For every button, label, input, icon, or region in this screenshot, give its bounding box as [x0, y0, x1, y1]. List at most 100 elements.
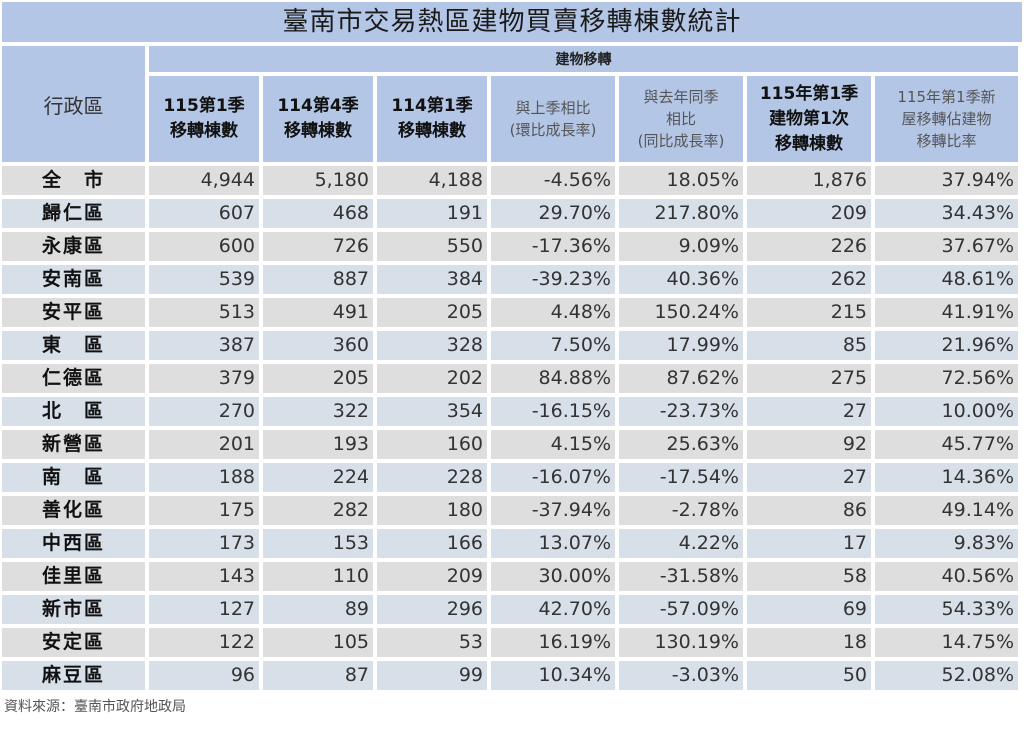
qoq-cell: 29.70% [491, 199, 615, 228]
new-ratio-cell: 34.43% [875, 199, 1018, 228]
district-cell: 永康區 [2, 232, 145, 261]
q1-115-cell: 513 [149, 298, 259, 327]
yoy-cell: -57.09% [619, 595, 743, 624]
q1-114-cell: 354 [377, 397, 487, 426]
qoq-cell: -39.23% [491, 265, 615, 294]
new-ratio-cell: 72.56% [875, 364, 1018, 393]
q1-115-cell: 600 [149, 232, 259, 261]
q1-114-cell: 180 [377, 496, 487, 525]
q4-114-cell: 87 [263, 661, 373, 690]
q1-114-cell: 166 [377, 529, 487, 558]
q1-115-cell: 4,944 [149, 166, 259, 195]
q4-114-cell: 110 [263, 562, 373, 591]
q1-115-cell: 96 [149, 661, 259, 690]
new-ratio-cell: 14.75% [875, 628, 1018, 657]
header-line: 移轉棟數 [169, 121, 238, 141]
qoq-cell: -4.56% [491, 166, 615, 195]
q1-115-cell: 127 [149, 595, 259, 624]
yoy-cell: 18.05% [619, 166, 743, 195]
q1-115-cell: 387 [149, 331, 259, 360]
new-ratio-cell: 41.91% [875, 298, 1018, 327]
q1-114-cell: 296 [377, 595, 487, 624]
yoy-cell: -3.03% [619, 661, 743, 690]
yoy-cell: 17.99% [619, 331, 743, 360]
q1-114-cell: 205 [377, 298, 487, 327]
q1-115-cell: 175 [149, 496, 259, 525]
district-cell: 新市區 [2, 595, 145, 624]
qoq-cell: 30.00% [491, 562, 615, 591]
header-qoq: 與上季相比 (環比成長率) [491, 76, 615, 162]
new-ratio-cell: 37.94% [875, 166, 1018, 195]
q4-114-cell: 5,180 [263, 166, 373, 195]
district-cell: 歸仁區 [2, 199, 145, 228]
header-line: 115年第1季新 [897, 88, 996, 106]
yoy-cell: 4.22% [619, 529, 743, 558]
qoq-cell: -16.07% [491, 463, 615, 492]
first-transfer-cell: 86 [747, 496, 871, 525]
header-line: 移轉棟數 [397, 121, 466, 141]
first-transfer-cell: 215 [747, 298, 871, 327]
q4-114-cell: 726 [263, 232, 373, 261]
qoq-cell: -16.15% [491, 397, 615, 426]
first-transfer-cell: 17 [747, 529, 871, 558]
district-cell: 安南區 [2, 265, 145, 294]
header-line: 屋移轉佔建物 [901, 110, 992, 128]
first-transfer-cell: 209 [747, 199, 871, 228]
q1-115-cell: 270 [149, 397, 259, 426]
header-line: 移轉棟數 [283, 121, 352, 141]
new-ratio-cell: 48.61% [875, 265, 1018, 294]
header-line: (環比成長率) [509, 121, 597, 139]
q1-114-cell: 384 [377, 265, 487, 294]
first-transfer-cell: 69 [747, 595, 871, 624]
district-cell: 新營區 [2, 430, 145, 459]
header-first-transfer: 115年第1季 建物第1次 移轉棟數 [747, 76, 871, 162]
header-new-ratio: 115年第1季新 屋移轉佔建物 移轉比率 [875, 76, 1018, 162]
q1-115-cell: 122 [149, 628, 259, 657]
q4-114-cell: 887 [263, 265, 373, 294]
q4-114-cell: 360 [263, 331, 373, 360]
header-line: 移轉比率 [916, 132, 977, 150]
yoy-cell: 9.09% [619, 232, 743, 261]
q4-114-cell: 468 [263, 199, 373, 228]
yoy-cell: 130.19% [619, 628, 743, 657]
header-line: 115第1季 [163, 96, 245, 116]
header-line: 115年第1季 [759, 83, 859, 104]
new-ratio-cell: 37.67% [875, 232, 1018, 261]
district-cell: 善化區 [2, 496, 145, 525]
header-line: 與去年同季 [643, 88, 719, 106]
first-transfer-cell: 275 [747, 364, 871, 393]
q4-114-cell: 153 [263, 529, 373, 558]
new-ratio-cell: 45.77% [875, 430, 1018, 459]
new-ratio-cell: 54.33% [875, 595, 1018, 624]
qoq-cell: 13.07% [491, 529, 615, 558]
q4-114-cell: 224 [263, 463, 373, 492]
q4-114-cell: 282 [263, 496, 373, 525]
header-q4-114: 114第4季 移轉棟數 [263, 76, 373, 162]
qoq-cell: 10.34% [491, 661, 615, 690]
first-transfer-cell: 50 [747, 661, 871, 690]
q1-114-cell: 160 [377, 430, 487, 459]
q1-114-cell: 228 [377, 463, 487, 492]
first-transfer-cell: 92 [747, 430, 871, 459]
q1-114-cell: 99 [377, 661, 487, 690]
data-table: 行政區 建物移轉 115第1季 移轉棟數 114第4季 移轉棟數 114第1季 移轉棟… [2, 46, 1022, 690]
qoq-cell: 16.19% [491, 628, 615, 657]
qoq-cell: 42.70% [491, 595, 615, 624]
yoy-cell: -2.78% [619, 496, 743, 525]
yoy-cell: -31.58% [619, 562, 743, 591]
yoy-cell: 87.62% [619, 364, 743, 393]
q1-115-cell: 173 [149, 529, 259, 558]
first-transfer-cell: 1,876 [747, 166, 871, 195]
q4-114-cell: 89 [263, 595, 373, 624]
header-line: 與上季相比 [515, 99, 591, 117]
qoq-cell: -17.36% [491, 232, 615, 261]
district-cell: 中西區 [2, 529, 145, 558]
first-transfer-cell: 58 [747, 562, 871, 591]
first-transfer-cell: 27 [747, 397, 871, 426]
q1-115-cell: 188 [149, 463, 259, 492]
header-q1-115: 115第1季 移轉棟數 [149, 76, 259, 162]
new-ratio-cell: 10.00% [875, 397, 1018, 426]
new-ratio-cell: 21.96% [875, 331, 1018, 360]
q1-115-cell: 607 [149, 199, 259, 228]
first-transfer-cell: 27 [747, 463, 871, 492]
